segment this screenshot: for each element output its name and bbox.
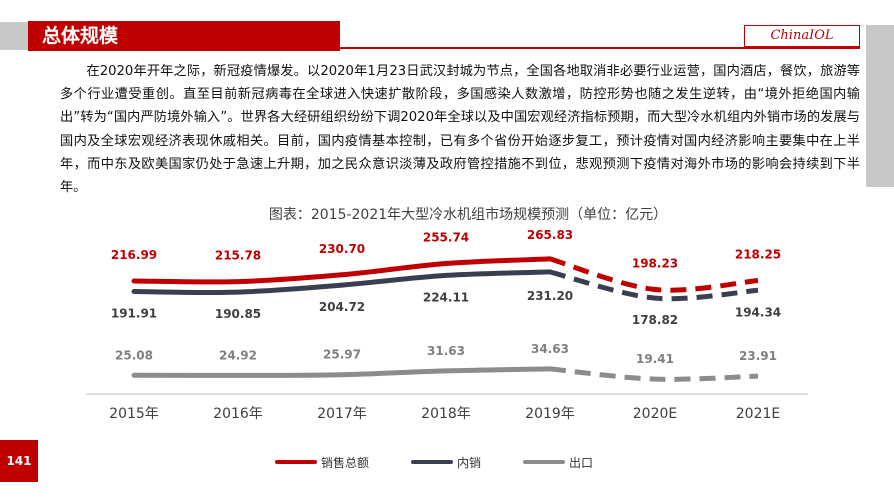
data-label-total: 265.83 <box>527 228 573 242</box>
data-label-domestic: 190.85 <box>215 307 261 321</box>
data-label-export: 19.41 <box>636 352 674 366</box>
right-grey-accent <box>866 25 894 187</box>
title-underline <box>340 47 860 49</box>
intro-paragraph: 在2020年开年之际，新冠疫情爆发。以2020年1月23日武汉封城为节点，全国各… <box>60 64 860 196</box>
data-label-domestic: 178.82 <box>632 313 678 327</box>
x-tick-label: 2018年 <box>421 406 471 422</box>
data-label-export: 25.97 <box>323 348 361 362</box>
data-label-export: 31.63 <box>427 344 465 358</box>
data-label-export: 25.08 <box>115 348 153 362</box>
legend-label-domestic: 内销 <box>457 455 482 470</box>
chinaiol-logo: ChinaIOL <box>744 25 860 47</box>
x-tick-label: 2016年 <box>213 406 263 422</box>
series-line-domestic <box>131 269 553 295</box>
data-label-domestic: 224.11 <box>423 290 469 304</box>
x-tick-label: 2021E <box>736 406 780 422</box>
data-label-export: 34.63 <box>531 342 569 356</box>
data-label-total: 218.25 <box>735 248 781 262</box>
page-title: 总体规模 <box>28 21 340 51</box>
legend-swatch-export <box>523 460 566 464</box>
legend-item-export: 出口 <box>523 454 593 471</box>
data-label-total: 198.23 <box>632 257 678 271</box>
chart-title: 图表：2015-2021年大型冷水机组市场规模预测（单位：亿元） <box>269 206 667 223</box>
x-tick-label: 2019年 <box>525 406 575 422</box>
x-tick-label: 2015年 <box>109 406 159 422</box>
series-line-total <box>131 256 553 285</box>
series-forecast-line-domestic <box>549 269 759 302</box>
header-grey-accent <box>0 22 30 50</box>
legend-swatch-total <box>275 460 317 464</box>
data-label-domestic: 191.91 <box>111 307 157 321</box>
x-tick-label: 2017年 <box>317 406 367 422</box>
series-forecast-line-export <box>549 366 759 382</box>
data-label-export: 23.91 <box>739 349 777 363</box>
data-label-total: 255.74 <box>423 231 469 245</box>
legend-item-domestic: 内销 <box>411 454 481 471</box>
legend-item-total: 销售总额 <box>275 454 369 471</box>
page-number-badge: 141 <box>0 440 38 482</box>
data-label-export: 24.92 <box>219 348 257 362</box>
data-label-total: 230.70 <box>319 242 365 256</box>
legend-swatch-domestic <box>411 460 454 464</box>
data-label-domestic: 231.20 <box>527 289 573 303</box>
data-label-total: 216.99 <box>111 248 157 262</box>
chart-legend: 销售总额 内销 出口 <box>275 452 593 472</box>
data-label-total: 215.78 <box>215 249 261 263</box>
data-label-domestic: 194.34 <box>735 305 781 319</box>
series-forecast-line-total <box>549 256 759 293</box>
series-line-export <box>131 366 553 378</box>
legend-label-export: 出口 <box>569 455 594 470</box>
data-label-domestic: 204.72 <box>319 300 365 314</box>
market-size-line-chart: 图表：2015-2021年大型冷水机组市场规模预测（单位：亿元） 216.99 21… <box>86 206 808 422</box>
legend-label-total: 销售总额 <box>321 455 370 470</box>
x-tick-label: 2020E <box>633 406 677 422</box>
